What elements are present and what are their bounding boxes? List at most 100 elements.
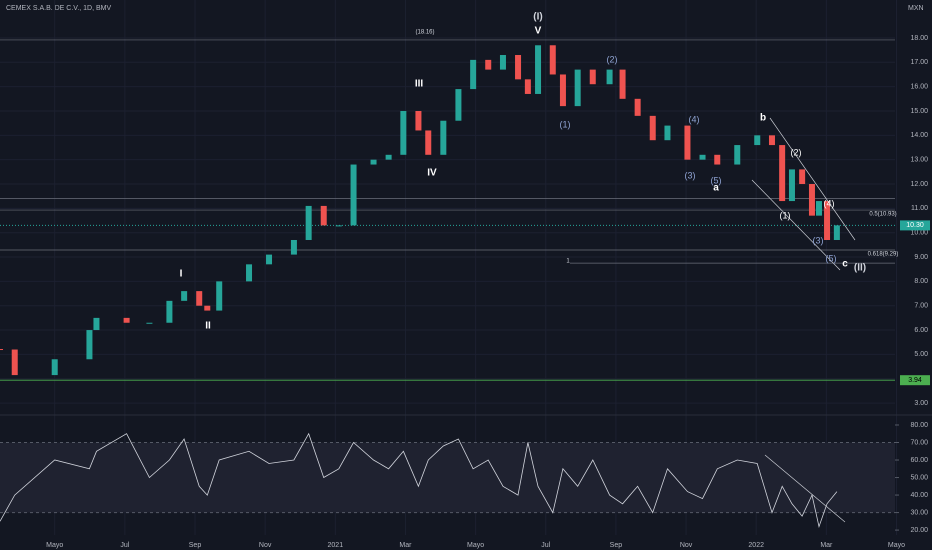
y-tick-label: 14.00: [910, 132, 928, 139]
y-tick-label: 17.00: [910, 59, 928, 66]
annotation: (I): [533, 12, 542, 23]
candle: [779, 145, 786, 202]
candle: [768, 135, 775, 146]
y-tick-label: 5.00: [914, 351, 928, 358]
annotation: 0.618(9.29): [868, 252, 899, 258]
annotation: (4): [824, 198, 835, 208]
candle: [699, 154, 706, 160]
candle: [684, 125, 691, 160]
annotation: 0.5(10.93): [869, 212, 896, 218]
candle: [425, 130, 432, 155]
y-tick-label: 9.00: [914, 254, 928, 261]
candle: [535, 45, 542, 94]
candle: [204, 305, 211, 311]
y-tick-label: 8.00: [914, 278, 928, 285]
candle: [754, 135, 761, 146]
annotation: 1: [566, 259, 570, 265]
y2-tick-label: 60.00: [910, 457, 928, 464]
last-price-label: 10.30: [906, 222, 924, 229]
x-tick-label: Mayo: [888, 542, 905, 549]
annotation: a: [713, 183, 719, 194]
candle: [485, 59, 492, 70]
candle: [549, 45, 556, 75]
candle: [649, 115, 656, 141]
y-tick-label: 10.00: [910, 230, 928, 237]
candle: [290, 239, 297, 255]
chart-title: CEMEX S.A.B. DE C.V., 1D, BMV: [6, 5, 111, 12]
candle: [196, 291, 203, 306]
candle: [320, 205, 327, 226]
x-tick-label: Jul: [541, 542, 550, 549]
annotation: IV: [427, 168, 437, 179]
candle: [350, 164, 357, 226]
volume-level-label: 3.94: [908, 377, 922, 384]
x-tick-label: Nov: [259, 542, 272, 549]
y2-tick-label: 20.00: [910, 527, 928, 534]
candle: [86, 330, 93, 360]
y-tick-label: 11.00: [911, 205, 928, 212]
candle: [808, 184, 815, 216]
annotation: b: [760, 113, 766, 124]
rsi-line: [0, 432, 838, 529]
annotation: (II): [854, 263, 866, 274]
annotation: (2): [791, 147, 802, 157]
trendline: [764, 454, 846, 523]
volume-level-box: [900, 375, 930, 386]
candle: [370, 159, 377, 165]
candle: [788, 169, 795, 202]
candle: [734, 145, 741, 165]
candle: [664, 125, 671, 141]
candle: [146, 322, 153, 324]
candle: [305, 205, 312, 240]
x-tick-label: Mar: [399, 542, 412, 549]
candle: [606, 69, 613, 85]
y-tick-label: 15.00: [910, 108, 928, 115]
y2-tick-label: 40.00: [910, 492, 928, 499]
candle: [470, 59, 477, 90]
x-tick-label: 2022: [748, 542, 764, 549]
candle: [634, 98, 641, 116]
annotation: (3): [685, 170, 696, 180]
x-tick-label: Nov: [680, 542, 693, 549]
candle: [216, 281, 223, 311]
candle: [815, 201, 822, 216]
last-price-box: [900, 220, 930, 231]
candle: [524, 79, 531, 94]
annotation: (5): [826, 253, 837, 263]
candle: [123, 317, 130, 323]
candle: [499, 55, 506, 70]
candle: [833, 225, 840, 240]
candle: [166, 300, 173, 323]
y-tick-label: 18.00: [910, 35, 928, 42]
annotation: I: [180, 269, 183, 280]
candle: [515, 55, 522, 80]
candle: [385, 154, 392, 160]
annotation: III: [415, 79, 424, 90]
x-tick-label: 2021: [328, 542, 344, 549]
rsi-band: [0, 442, 895, 513]
annotation: c: [842, 259, 848, 270]
x-tick-label: Mar: [820, 542, 833, 549]
annotation: II: [205, 321, 211, 332]
candle: [11, 349, 18, 376]
candle: [415, 110, 422, 131]
candle: [51, 359, 58, 376]
y-tick-label: 3.00: [914, 400, 928, 407]
y-tick-label: 7.00: [914, 303, 928, 310]
y-tick-label: 13.00: [910, 157, 928, 164]
x-tick-label: Mayo: [467, 542, 484, 549]
x-tick-label: Sep: [189, 542, 202, 549]
y2-tick-label: 30.00: [910, 509, 928, 516]
y2-tick-label: 70.00: [910, 439, 928, 446]
candle: [824, 201, 831, 240]
y2-tick-label: 80.00: [910, 422, 928, 429]
annotation: (1): [780, 210, 791, 220]
annotation: (1): [560, 119, 571, 129]
candle: [589, 69, 596, 85]
trendline: [769, 117, 856, 241]
candle: [440, 120, 447, 155]
candle: [335, 225, 342, 227]
trendline: [751, 179, 841, 271]
y-tick-label: 12.00: [910, 181, 928, 188]
